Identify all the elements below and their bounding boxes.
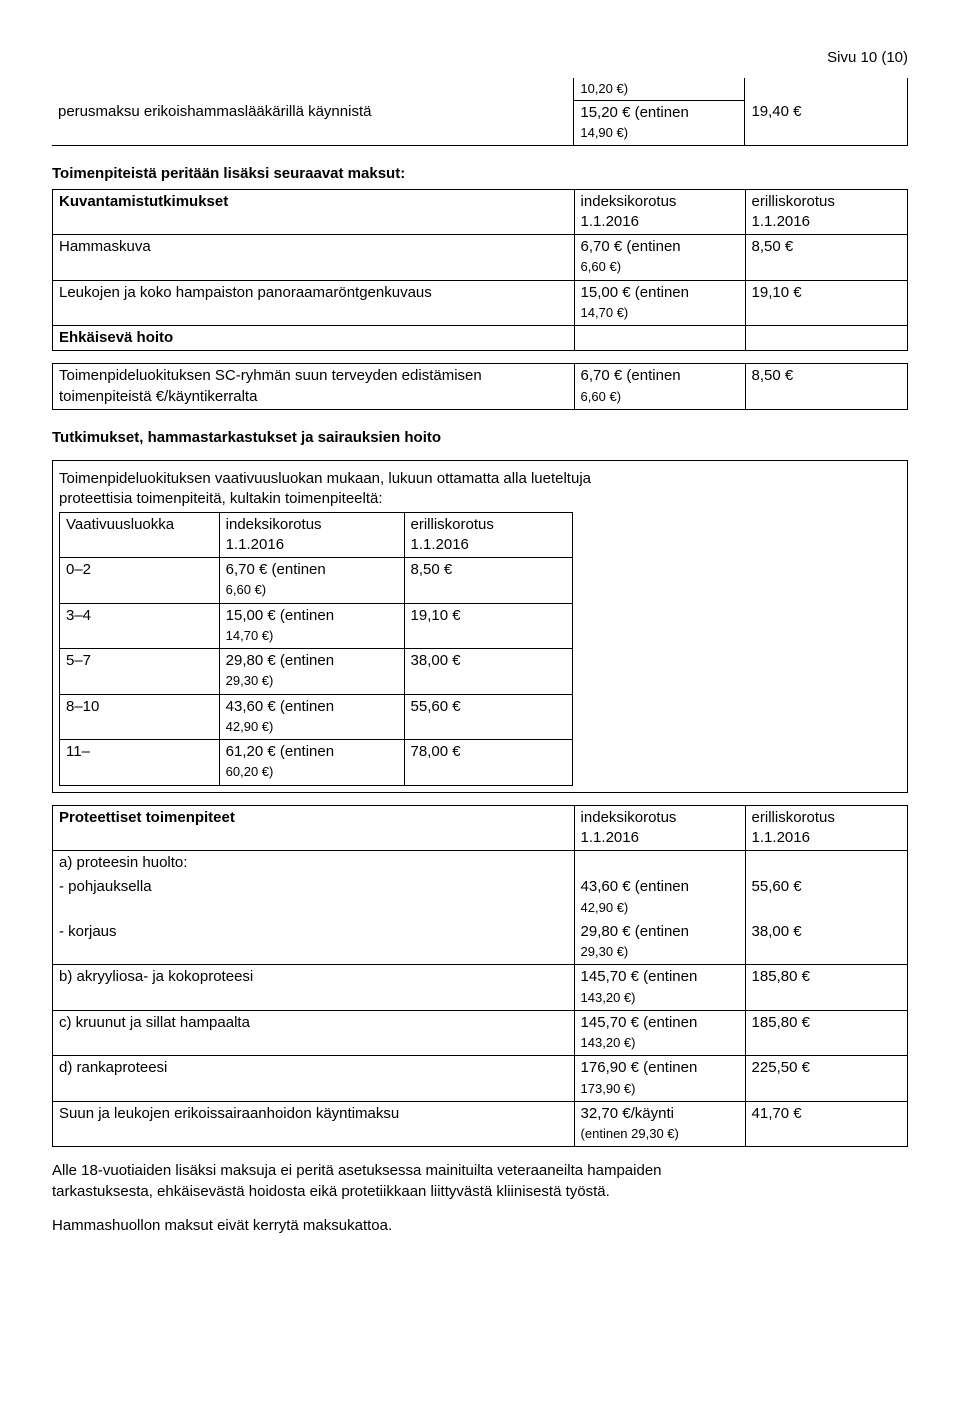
r3-label: Ehkäisevä hoito (53, 326, 575, 351)
r2-label: Leukojen ja koko hampaiston panoraamarön… (53, 280, 575, 326)
r2-eril: 19,10 € (745, 280, 907, 326)
table-kuvat: Kuvantamistutkimukset indeksikorotus1.1.… (52, 189, 908, 352)
prot-c-label: c) kruunut ja sillat hampaalta (53, 1010, 575, 1056)
vaat-intro: Toimenpideluokituksen vaativuusluokan mu… (59, 469, 901, 510)
prot-s-e: 41,70 € (745, 1101, 907, 1147)
table-prot: Proteettiset toimenpiteet indeksikorotus… (52, 805, 908, 1148)
prot-h2: indeksikorotus1.1.2016 (574, 805, 745, 851)
footer-para-2: Hammashuollon maksut eivät kerrytä maksu… (52, 1216, 908, 1236)
table-sc: Toimenpideluokituksen SC-ryhmän suun ter… (52, 363, 908, 410)
vaat-r0-e: 8,50 € (404, 558, 572, 604)
table-vaat: Vaativuusluokka indeksikorotus1.1.2016 e… (59, 512, 573, 786)
section1-title: Toimenpiteistä peritään lisäksi seuraava… (52, 164, 908, 184)
vaat-r3-e: 55,60 € (404, 694, 572, 740)
top-table: 10,20 €) perusmaksu erikoishammaslääkäri… (52, 78, 908, 146)
prot-a-label: a) proteesin huolto: (53, 851, 575, 876)
prot-a1-label: - pohjauksella (53, 875, 575, 920)
vaat-outer: Toimenpideluokituksen vaativuusluokan mu… (52, 460, 908, 793)
r1-val-cell: 6,70 € (entinen6,60 €) (574, 235, 745, 281)
vaat-r4-a: 11– (60, 740, 220, 786)
vaat-r4-e: 78,00 € (404, 740, 572, 786)
prot-a2-label: - korjaus (53, 920, 575, 965)
row-val: 15,20 € (entinen (580, 104, 688, 121)
vaat-r1-a: 3–4 (60, 603, 220, 649)
r1-eril: 8,50 € (745, 235, 907, 281)
th-kuvat: Kuvantamistutkimukset (53, 189, 575, 235)
sc-label: Toimenpideluokituksen SC-ryhmän suun ter… (53, 364, 575, 410)
prot-h3: erilliskorotus1.1.2016 (745, 805, 907, 851)
vaat-r4-v: 61,20 € (entinen60,20 €) (219, 740, 404, 786)
vaat-r2-v: 29,80 € (entinen29,30 €) (219, 649, 404, 695)
prot-c-v: 145,70 € (entinen143,20 €) (574, 1010, 745, 1056)
prot-s-label: Suun ja leukojen erikoissairaanhoidon kä… (53, 1101, 575, 1147)
row-val-cell: 15,20 € (entinen 14,90 €) (574, 100, 745, 146)
prot-a2-v: 29,80 € (entinen29,30 €) (574, 920, 745, 965)
vaat-r2-e: 38,00 € (404, 649, 572, 695)
prot-b-v: 145,70 € (entinen143,20 €) (574, 965, 745, 1011)
vaat-h2: indeksikorotus1.1.2016 (219, 512, 404, 558)
prev-cell: 10,20 €) (574, 78, 745, 100)
vaat-r2-a: 5–7 (60, 649, 220, 695)
prot-b-label: b) akryyliosa- ja kokoproteesi (53, 965, 575, 1011)
prot-a-v (574, 851, 745, 876)
sc-eril: 8,50 € (745, 364, 907, 410)
th-erillis: erilliskorotus1.1.2016 (745, 189, 907, 235)
prot-c-e: 185,80 € (745, 1010, 907, 1056)
vaat-h3: erilliskorotus1.1.2016 (404, 512, 572, 558)
prot-a1-e: 55,60 € (745, 875, 907, 920)
r1-label: Hammaskuva (53, 235, 575, 281)
prot-b-e: 185,80 € (745, 965, 907, 1011)
vaat-r3-v: 43,60 € (entinen42,90 €) (219, 694, 404, 740)
vaat-h1: Vaativuusluokka (60, 512, 220, 558)
r3-val-cell (574, 326, 745, 351)
sc-val-cell: 6,70 € (entinen6,60 €) (574, 364, 745, 410)
prot-s-v: 32,70 €/käynti(entinen 29,30 €) (574, 1101, 745, 1147)
prot-a2-e: 38,00 € (745, 920, 907, 965)
vaat-r1-e: 19,10 € (404, 603, 572, 649)
prot-d-e: 225,50 € (745, 1056, 907, 1102)
section3-title: Tutkimukset, hammastarkastukset ja saira… (52, 428, 908, 448)
r2-val-cell: 15,00 € (entinen14,70 €) (574, 280, 745, 326)
prot-d-label: d) rankaproteesi (53, 1056, 575, 1102)
page-number: Sivu 10 (10) (52, 48, 908, 68)
row-eril: 19,40 € (745, 100, 908, 146)
vaat-r0-v: 6,70 € (entinen6,60 €) (219, 558, 404, 604)
prot-d-v: 176,90 € (entinen173,90 €) (574, 1056, 745, 1102)
prot-a1-v: 43,60 € (entinen42,90 €) (574, 875, 745, 920)
row-prev: 14,90 €) (580, 125, 628, 140)
vaat-r3-a: 8–10 (60, 694, 220, 740)
row-label: perusmaksu erikoishammaslääkärillä käynn… (52, 100, 574, 146)
vaat-r0-a: 0–2 (60, 558, 220, 604)
footer-para-1: Alle 18-vuotiaiden lisäksi maksuja ei pe… (52, 1161, 908, 1202)
th-indeksi: indeksikorotus1.1.2016 (574, 189, 745, 235)
vaat-r1-v: 15,00 € (entinen14,70 €) (219, 603, 404, 649)
r3-eril (745, 326, 907, 351)
prot-a-e (745, 851, 907, 876)
prot-h1: Proteettiset toimenpiteet (53, 805, 575, 851)
